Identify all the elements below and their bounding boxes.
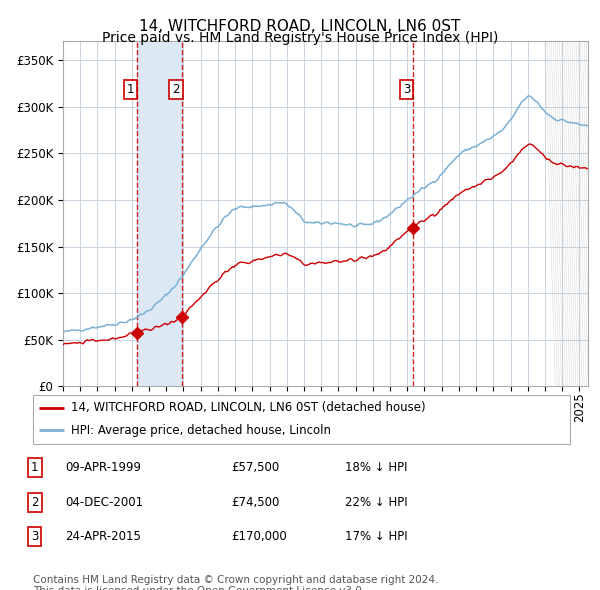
Text: HPI: Average price, detached house, Lincoln: HPI: Average price, detached house, Linc…	[71, 424, 331, 437]
Text: Price paid vs. HM Land Registry's House Price Index (HPI): Price paid vs. HM Land Registry's House …	[102, 31, 498, 45]
Text: 1: 1	[31, 461, 38, 474]
Text: 09-APR-1999: 09-APR-1999	[65, 461, 141, 474]
Text: 3: 3	[403, 83, 410, 96]
Text: 04-DEC-2001: 04-DEC-2001	[65, 496, 143, 509]
Text: 3: 3	[31, 530, 38, 543]
Text: 24-APR-2015: 24-APR-2015	[65, 530, 140, 543]
Text: £170,000: £170,000	[231, 530, 287, 543]
Text: 14, WITCHFORD ROAD, LINCOLN, LN6 0ST: 14, WITCHFORD ROAD, LINCOLN, LN6 0ST	[139, 19, 461, 34]
Text: 14, WITCHFORD ROAD, LINCOLN, LN6 0ST (detached house): 14, WITCHFORD ROAD, LINCOLN, LN6 0ST (de…	[71, 401, 425, 414]
Text: £57,500: £57,500	[231, 461, 279, 474]
FancyBboxPatch shape	[33, 395, 570, 444]
Text: 2: 2	[31, 496, 38, 509]
Text: 22% ↓ HPI: 22% ↓ HPI	[345, 496, 407, 509]
Text: 2: 2	[172, 83, 180, 96]
Text: £74,500: £74,500	[231, 496, 280, 509]
Text: 17% ↓ HPI: 17% ↓ HPI	[345, 530, 407, 543]
Bar	[137, 41, 182, 386]
Text: Contains HM Land Registry data © Crown copyright and database right 2024.
This d: Contains HM Land Registry data © Crown c…	[33, 575, 439, 590]
Text: 1: 1	[127, 83, 134, 96]
Text: 18% ↓ HPI: 18% ↓ HPI	[345, 461, 407, 474]
